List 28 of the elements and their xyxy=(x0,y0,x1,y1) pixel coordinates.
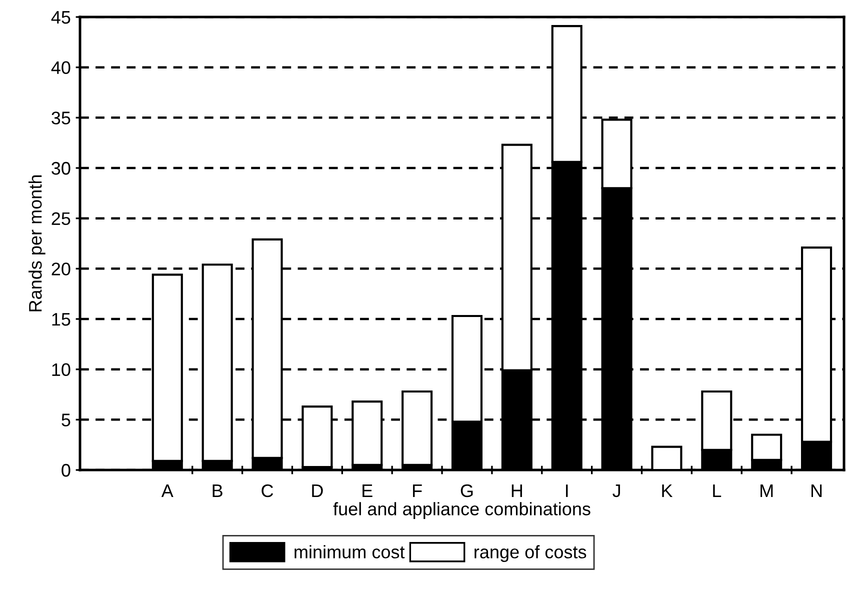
y-tick-label: 40 xyxy=(51,61,70,74)
x-tick-label: D xyxy=(312,484,323,497)
y-tick-label: 0 xyxy=(62,464,70,477)
x-axis-title: fuel and appliance combinations xyxy=(333,502,590,519)
y-axis-title: Rands per month xyxy=(28,175,46,312)
x-tick-label: C xyxy=(262,484,274,498)
y-tick-label: 45 xyxy=(51,11,70,24)
y-tick-label: 5 xyxy=(62,414,70,426)
x-tick-label: E xyxy=(362,484,372,497)
x-tick-label: F xyxy=(413,484,422,497)
x-tick-label: K xyxy=(662,484,673,497)
y-tick-label: 25 xyxy=(52,212,70,226)
legend-label: minimum cost xyxy=(294,545,405,558)
x-tick-label: H xyxy=(512,484,522,497)
x-tick-label: M xyxy=(760,484,773,497)
y-tick-label: 15 xyxy=(52,313,70,326)
x-tick-label: B xyxy=(212,484,222,497)
y-tick-label: 20 xyxy=(52,262,70,276)
legend-label: range of costs xyxy=(474,545,586,562)
x-tick-label: G xyxy=(460,484,473,498)
x-tick-label: A xyxy=(161,484,174,497)
x-tick-label: J xyxy=(612,484,620,498)
x-tick-label: I xyxy=(566,484,568,497)
y-tick-label: 30 xyxy=(52,162,70,175)
y-tick-label: 10 xyxy=(52,363,70,376)
x-tick-label: L xyxy=(713,484,722,497)
y-tick-label: 35 xyxy=(52,112,70,124)
x-tick-label: N xyxy=(811,484,822,497)
